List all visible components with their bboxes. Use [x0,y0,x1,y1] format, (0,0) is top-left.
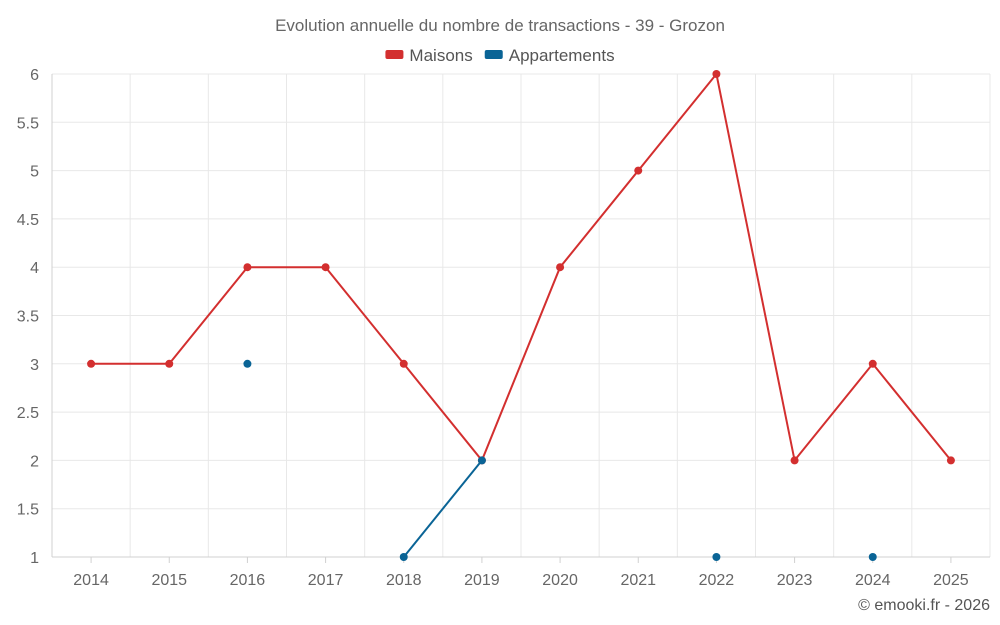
y-tick-label: 2 [30,453,39,470]
x-tick-label: 2025 [933,572,969,589]
grid [51,73,991,557]
legend: Maisons Appartements [385,46,615,65]
y-tick-label: 3.5 [17,309,39,326]
data-point[interactable] [868,359,877,368]
y-tick-label: 3 [30,357,39,374]
data-point[interactable] [87,359,96,368]
x-tick-label: 2017 [308,572,344,589]
data-point[interactable] [712,553,721,561]
y-tick-label: 4 [30,260,39,277]
y-tick-label: 1 [30,550,39,567]
y-tick-label: 4.5 [17,212,39,229]
series-appartements [243,359,877,561]
data-point[interactable] [868,553,877,561]
data-point[interactable] [399,553,408,561]
x-tick-label: 2024 [855,572,891,589]
data-point[interactable] [477,456,486,465]
chart-title: Evolution annuelle du nombre de transact… [275,16,725,35]
y-tick-label: 2.5 [17,405,39,422]
x-tick-label: 2015 [151,572,187,589]
x-tick-label: 2022 [699,572,735,589]
x-tick-label: 2018 [386,572,422,589]
legend-label-maisons[interactable]: Maisons [409,46,472,65]
series-line [91,71,952,463]
data-point[interactable] [634,166,643,175]
x-tick-label: 2016 [230,572,266,589]
data-point[interactable] [712,70,721,78]
y-tick-label: 5 [30,164,39,181]
y-tick-label: 5.5 [17,115,39,132]
y-tick-label: 6 [30,67,39,84]
data-point[interactable] [946,456,955,465]
legend-label-appartements[interactable]: Appartements [509,46,615,65]
legend-swatch-maisons [385,50,404,59]
legend-swatch-appartements [484,50,503,59]
credit-text: © emooki.fr - 2026 [858,597,990,614]
x-tick-label: 2014 [73,572,109,589]
y-tick-label: 1.5 [17,502,39,519]
axes: 1 1.5 2 2.5 3 3.5 4 4.5 5 5.5 6 2014 2015 2016 2017 201… [17,67,990,589]
x-tick-label: 2019 [464,572,500,589]
series-layer [87,70,955,561]
x-tick-label: 2023 [777,572,813,589]
data-point[interactable] [790,456,799,465]
data-point[interactable] [165,359,174,368]
data-point[interactable] [399,359,408,368]
data-point[interactable] [321,263,330,272]
x-tick-label: 2020 [542,572,578,589]
data-point[interactable] [243,263,252,272]
data-point[interactable] [243,359,252,368]
x-tick-label: 2021 [620,572,656,589]
data-point[interactable] [556,263,565,272]
series-line [402,459,483,558]
